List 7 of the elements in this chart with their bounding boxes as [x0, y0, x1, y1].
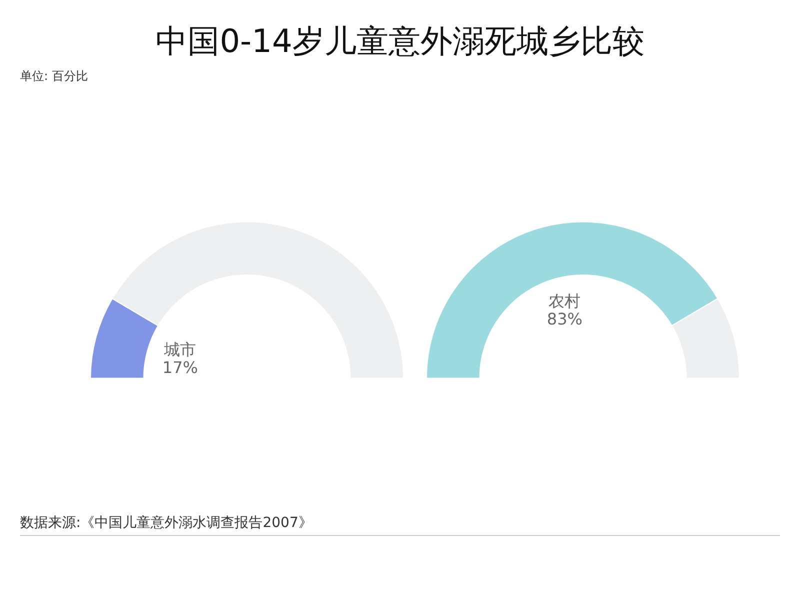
chart-title: 中国0-14岁儿童意外溺死城乡比较: [154, 21, 646, 62]
slice-label: 农村: [548, 292, 581, 311]
data-label: 17%: [162, 358, 198, 378]
source-note: 数据来源:《中国儿童意外溺水调查报告2007》: [20, 514, 312, 532]
chart-subtitle: 单位: 百分比: [20, 68, 88, 85]
data-label: 83%: [546, 310, 582, 329]
slice-label: 城市: [163, 340, 196, 360]
